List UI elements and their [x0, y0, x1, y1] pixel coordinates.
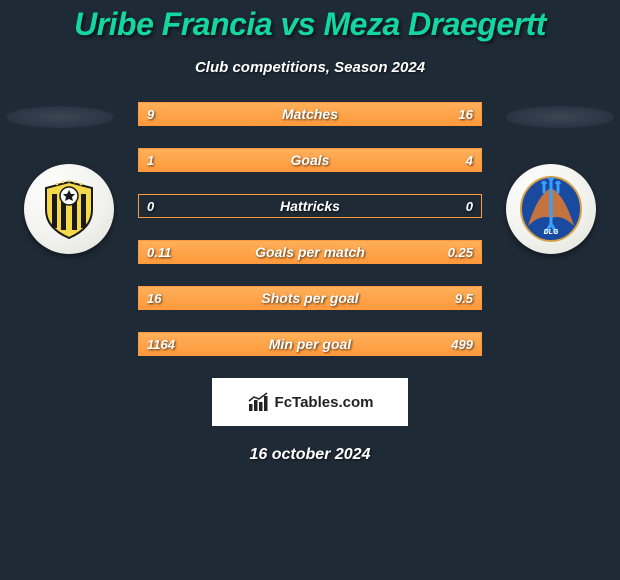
bar-fill-left	[139, 241, 244, 263]
bar-fill-right	[353, 287, 481, 309]
footer-brand-badge: FcTables.com	[212, 378, 408, 426]
chart-icon	[247, 391, 269, 413]
bar-fill-left	[139, 287, 353, 309]
footer-brand-text: FcTables.com	[275, 394, 374, 411]
team-badge-right: DLG	[506, 164, 596, 254]
bar-fill-right	[378, 333, 481, 355]
stat-row: 169.5Shots per goal	[138, 286, 482, 310]
subtitle: Club competitions, Season 2024	[0, 59, 620, 76]
crest-icon: DLG	[516, 174, 586, 244]
shadow-left	[6, 106, 114, 128]
stat-value-left: 0	[147, 195, 154, 217]
shield-icon	[36, 176, 102, 242]
svg-text:DLG: DLG	[544, 229, 559, 236]
page-title: Uribe Francia vs Meza Draegertt	[0, 0, 620, 43]
stat-row: 0.110.25Goals per match	[138, 240, 482, 264]
stat-label: Hattricks	[139, 195, 481, 217]
stat-row: 0 0Hattricks	[138, 194, 482, 218]
shadow-right	[506, 106, 614, 128]
stat-bars: 916Matches 14Goals 0 0Hattricks 0.110.25Goal…	[138, 102, 482, 356]
bar-fill-left	[139, 103, 262, 125]
bar-fill-left	[139, 149, 207, 171]
bar-fill-right	[262, 103, 481, 125]
bar-fill-right	[244, 241, 481, 263]
stat-value-right: 0	[466, 195, 473, 217]
bar-fill-right	[207, 149, 481, 171]
stat-row: 14Goals	[138, 148, 482, 172]
comparison-content: DLG 916Matches 14Goals 0 0Hattricks 0.110.25…	[0, 102, 620, 356]
bar-fill-left	[139, 333, 378, 355]
team-badge-left	[24, 164, 114, 254]
date-text: 16 october 2024	[0, 446, 620, 464]
stat-row: 916Matches	[138, 102, 482, 126]
stat-row: 1164499Min per goal	[138, 332, 482, 356]
